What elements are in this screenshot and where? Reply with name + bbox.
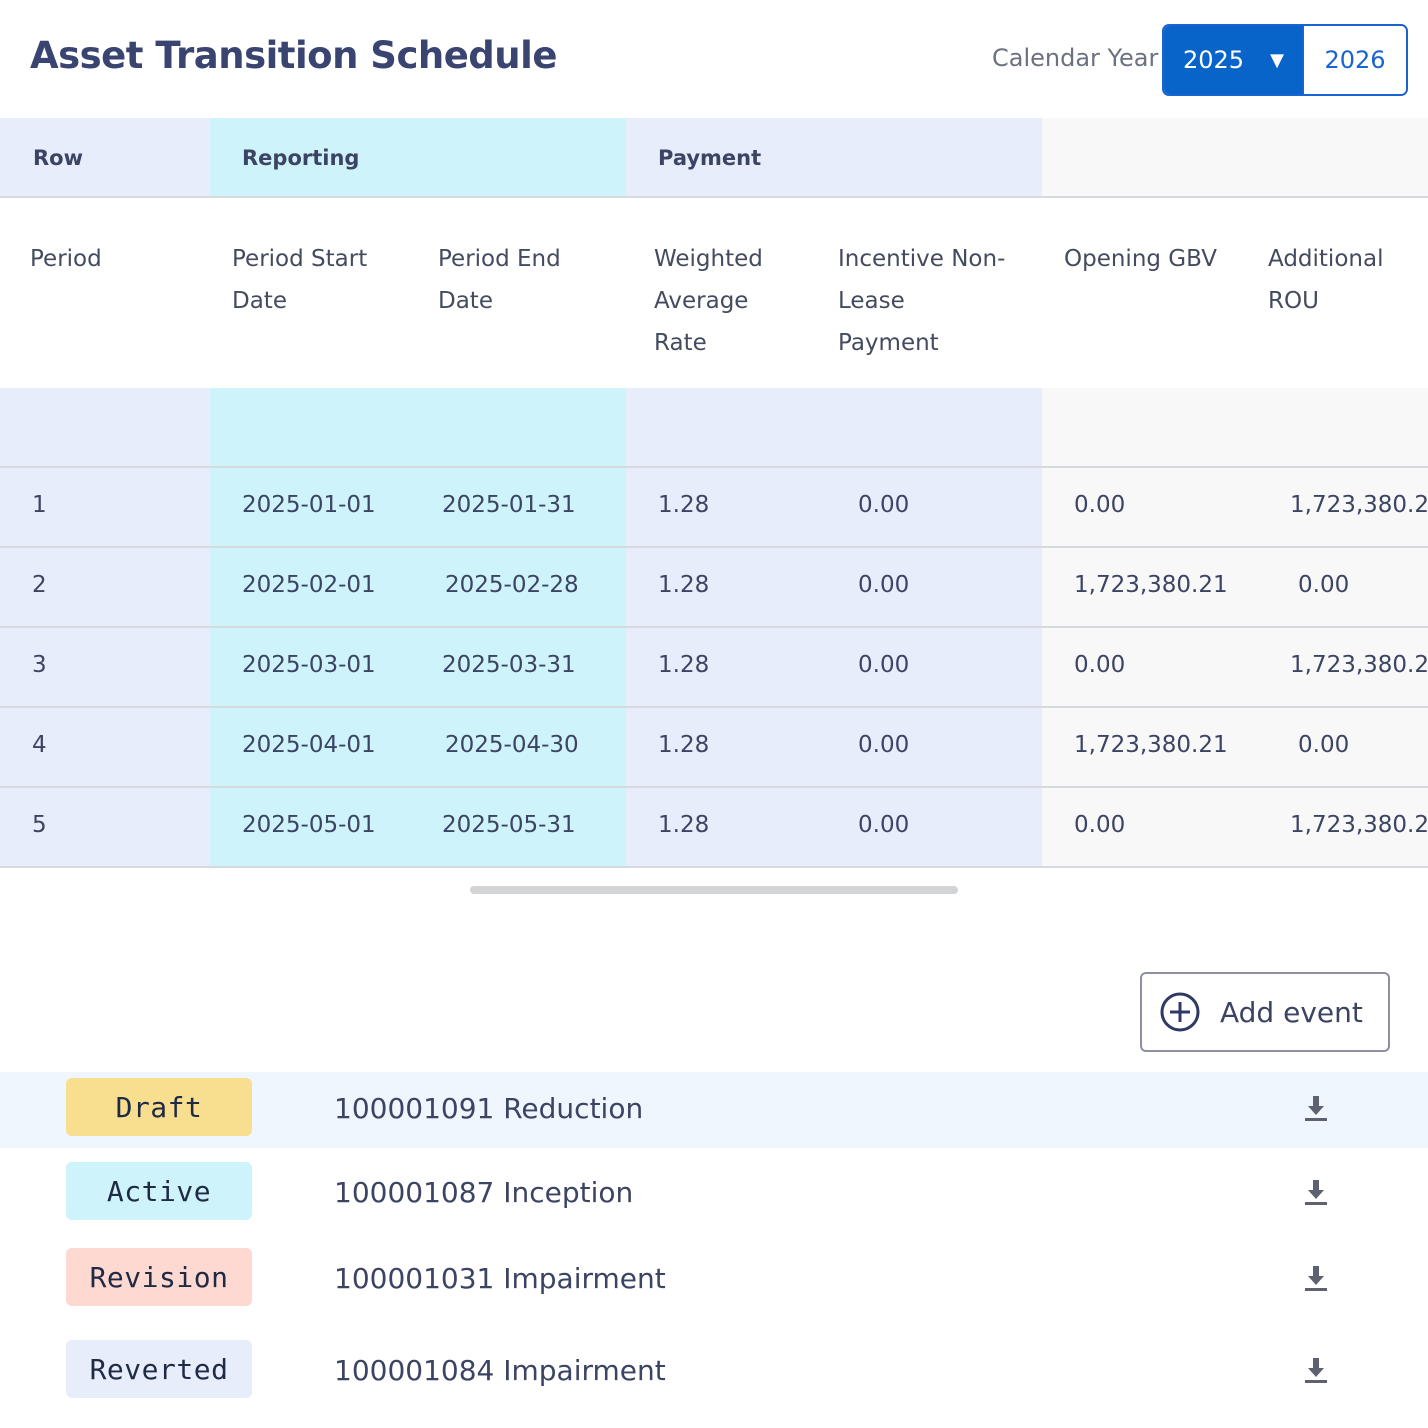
year-selected-label: 2025	[1183, 46, 1245, 74]
download-icon[interactable]	[1302, 1264, 1330, 1292]
horizontal-scrollbar[interactable]	[470, 886, 958, 894]
download-icon[interactable]	[1302, 1356, 1330, 1384]
cell-additional-rou: 0.00	[1298, 732, 1350, 758]
group-header-payment: Payment	[658, 146, 762, 170]
download-icon[interactable]	[1302, 1178, 1330, 1206]
event-title: 100001031 Impairment	[334, 1262, 666, 1295]
cell-period: 4	[32, 732, 47, 758]
cell-start-date: 2025-04-01	[242, 732, 376, 758]
cell-additional-rou: 1,723,380.21	[1290, 492, 1428, 518]
cell-opening-gbv: 0.00	[1074, 492, 1126, 518]
page-title: Asset Transition Schedule	[30, 34, 557, 77]
cell-incentive: 0.00	[858, 812, 910, 838]
column-header-period-end-date: Period End Date	[438, 246, 561, 314]
cell-opening-gbv: 0.00	[1074, 652, 1126, 678]
add-event-label: Add event	[1220, 995, 1363, 1029]
download-icon[interactable]	[1302, 1094, 1330, 1122]
year-other-label: 2026	[1324, 46, 1386, 74]
cell-additional-rou: 1,723,380.21	[1290, 812, 1428, 838]
column-header-incentive-non-lease-payment: Incentive Non-Lease Payment	[838, 246, 1006, 356]
cell-weighted-average-rate: 1.28	[658, 732, 710, 758]
cell-start-date: 2025-03-01	[242, 652, 376, 678]
add-event-button[interactable]: Add event	[1140, 972, 1390, 1052]
cell-incentive: 0.00	[858, 732, 910, 758]
event-row[interactable]: Revision 100001031 Impairment	[0, 1242, 1428, 1318]
cell-weighted-average-rate: 1.28	[658, 652, 710, 678]
event-title: 100001087 Inception	[334, 1176, 634, 1209]
cell-period: 2	[32, 572, 47, 598]
event-row[interactable]: Active 100001087 Inception	[0, 1156, 1428, 1232]
status-badge: Revision	[66, 1248, 252, 1306]
column-header-additional-rou: Additional ROU	[1268, 246, 1384, 314]
cell-additional-rou: 0.00	[1298, 572, 1350, 598]
cell-end-date: 2025-05-31	[442, 812, 576, 838]
caret-down-icon: ▼	[1270, 49, 1284, 71]
cell-start-date: 2025-02-01	[242, 572, 376, 598]
plus-circle-icon	[1160, 992, 1200, 1032]
event-row[interactable]: Draft 100001091 Reduction	[0, 1072, 1428, 1148]
cell-end-date: 2025-04-30	[445, 732, 579, 758]
cell-period: 1	[32, 492, 47, 518]
status-badge: Draft	[66, 1078, 252, 1136]
column-header-weighted-average-rate: Weighted Average Rate	[654, 246, 763, 356]
group-header-row: Row	[33, 146, 83, 170]
column-header-opening-gbv: Opening GBV	[1064, 246, 1217, 272]
cell-weighted-average-rate: 1.28	[658, 492, 710, 518]
cell-end-date: 2025-01-31	[442, 492, 576, 518]
cell-start-date: 2025-01-01	[242, 492, 376, 518]
cell-additional-rou: 1,723,380.21	[1290, 652, 1428, 678]
column-header-period-start-date: Period Start Date	[232, 246, 368, 314]
calendar-year-label: Calendar Year	[992, 44, 1159, 72]
status-badge: Active	[66, 1162, 252, 1220]
status-badge: Reverted	[66, 1340, 252, 1398]
cell-start-date: 2025-05-01	[242, 812, 376, 838]
cell-weighted-average-rate: 1.28	[658, 572, 710, 598]
cell-weighted-average-rate: 1.28	[658, 812, 710, 838]
year-2025-dropdown[interactable]: 2025 ▼	[1164, 26, 1302, 94]
cell-incentive: 0.00	[858, 572, 910, 598]
cell-period: 5	[32, 812, 47, 838]
event-row[interactable]: Reverted 100001084 Impairment	[0, 1334, 1428, 1410]
event-title: 100001084 Impairment	[334, 1354, 666, 1387]
event-title: 100001091 Reduction	[334, 1092, 644, 1125]
schedule-table: Row Reporting Payment Period Period Star…	[0, 118, 1428, 868]
cell-incentive: 0.00	[858, 492, 910, 518]
year-toggle: 2025 ▼ 2026	[1162, 24, 1408, 96]
cell-end-date: 2025-03-31	[442, 652, 576, 678]
year-2026-button[interactable]: 2026	[1302, 26, 1406, 94]
cell-opening-gbv: 1,723,380.21	[1074, 572, 1228, 598]
cell-incentive: 0.00	[858, 652, 910, 678]
cell-opening-gbv: 1,723,380.21	[1074, 732, 1228, 758]
group-header-reporting: Reporting	[242, 146, 360, 170]
cell-period: 3	[32, 652, 47, 678]
cell-end-date: 2025-02-28	[445, 572, 579, 598]
column-header-period: Period	[30, 246, 102, 272]
cell-opening-gbv: 0.00	[1074, 812, 1126, 838]
